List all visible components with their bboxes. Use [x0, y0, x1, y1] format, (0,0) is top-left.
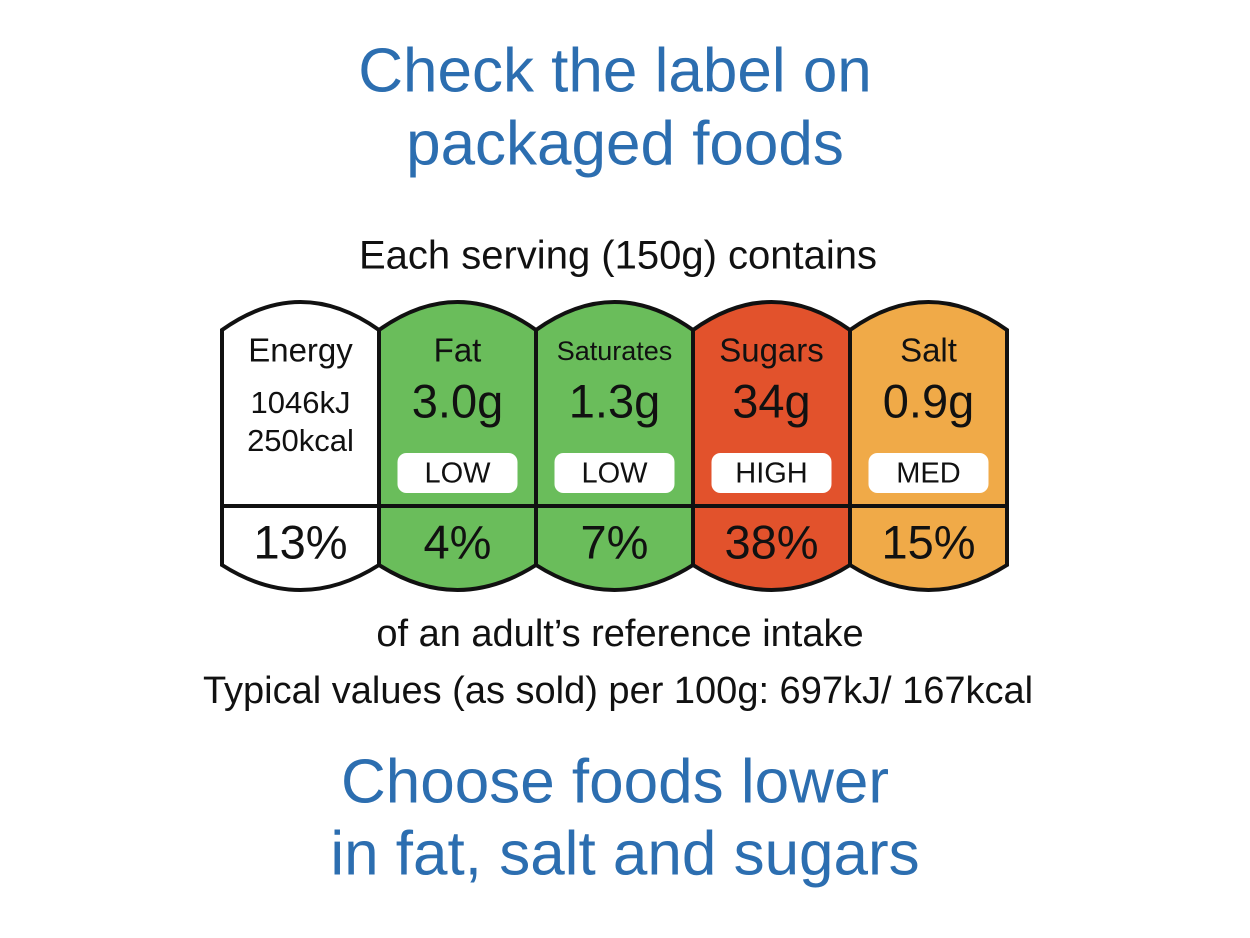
advice-line: in fat, salt and sugars [330, 819, 919, 888]
nutrient-name: Fat [434, 332, 482, 369]
amount: 1.3g [569, 374, 660, 427]
level: MED [896, 458, 960, 490]
amount: 3.0g [412, 374, 503, 427]
percent: 38% [724, 515, 818, 568]
level-pill [554, 453, 675, 493]
percent: 15% [881, 515, 975, 568]
level-pill [868, 453, 989, 493]
title-line: packaged foods [406, 109, 844, 178]
percent: 7% [581, 515, 649, 568]
level-pill [397, 453, 518, 493]
advice-line: Choose foods lower [341, 747, 889, 816]
percent: 13% [253, 515, 347, 568]
nutrient-name: Sugars [719, 332, 824, 369]
reference-text: of an adult’s reference intake [376, 613, 863, 655]
nutrient-name: Saturates [557, 336, 673, 366]
serving-text: Each serving (150g) contains [359, 234, 877, 278]
nutrient-name: Salt [900, 332, 957, 369]
amount: 250kcal [247, 423, 354, 458]
amount: 0.9g [883, 374, 974, 427]
title-line: Check the label on [358, 36, 872, 105]
amount: 1046kJ [251, 385, 351, 420]
level: LOW [424, 458, 491, 490]
nutrient-name: Energy [248, 332, 353, 369]
amount: 34g [732, 374, 810, 427]
level-pill [711, 453, 832, 493]
level: LOW [581, 458, 648, 490]
typical-values: Typical values (as sold) per 100g: 697kJ… [203, 670, 1033, 712]
percent: 4% [424, 515, 492, 568]
panel [848, 300, 1009, 592]
level: HIGH [735, 458, 808, 490]
